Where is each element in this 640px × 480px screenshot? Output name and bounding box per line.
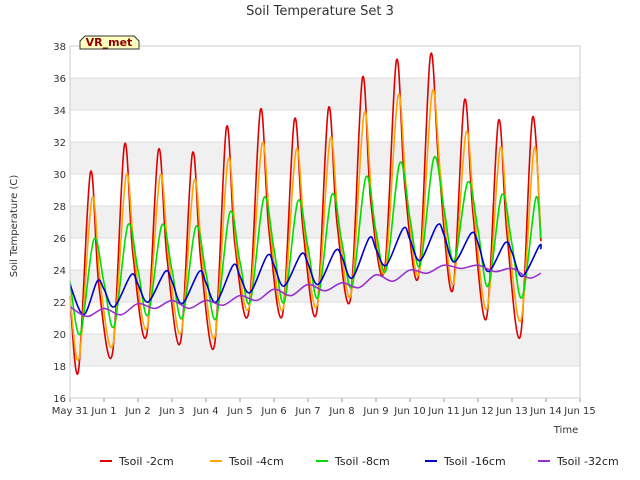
y-tick-label: 28 (53, 202, 66, 213)
y-tick-label: 22 (53, 298, 66, 309)
x-tick-label: Jun 14 (529, 406, 562, 417)
legend-label-tsoil-2cm: Tsoil -2cm (118, 455, 174, 468)
badge-label: VR_met (86, 36, 133, 49)
legend-label-tsoil-4cm: Tsoil -4cm (228, 455, 284, 468)
plot-band (70, 334, 580, 366)
x-tick-label: May 31 (52, 406, 89, 417)
y-tick-label: 24 (53, 266, 66, 277)
x-tick-label: Jun 7 (294, 406, 320, 417)
legend: Tsoil -2cm Tsoil -4cm Tsoil -8cm Tsoil -16c… (100, 455, 619, 468)
y-axis-title: Soil Temperature (C) (9, 175, 20, 278)
plot-band (70, 270, 580, 302)
x-tick-label: Jun 10 (393, 406, 426, 417)
y-tick-label: 20 (53, 330, 66, 341)
x-tick-label: Jun 15 (563, 406, 596, 417)
legend-label-tsoil-32cm: Tsoil -32cm (556, 455, 619, 468)
y-tick-label: 30 (53, 170, 66, 181)
x-tick-label: Jun 2 (124, 406, 150, 417)
plot-band (70, 78, 580, 110)
chart-title: Soil Temperature Set 3 (246, 4, 394, 19)
plot-frame (69, 45, 581, 399)
x-axis-ticks: May 31 Jun 1 Jun 2 Jun 3 Jun 4 Jun 5 Jun 6 Jun … (52, 398, 596, 417)
x-axis-title: Time (553, 425, 578, 436)
x-tick-label: Jun 4 (192, 406, 218, 417)
x-tick-label: Jun 5 (226, 406, 252, 417)
y-tick-label: 16 (53, 394, 66, 405)
x-tick-label: Jun 9 (362, 406, 388, 417)
x-tick-label: Jun 12 (461, 406, 494, 417)
series-lines (69, 52, 542, 375)
x-tick-label: Jun 6 (260, 406, 286, 417)
x-tick-label: Jun 3 (158, 406, 184, 417)
legend-label-tsoil-16cm: Tsoil -16cm (443, 455, 506, 468)
x-tick-label: Jun 1 (90, 406, 116, 417)
series-line-tsoil-8cm (69, 155, 542, 336)
badge-shape (79, 35, 140, 50)
series-line-tsoil-32cm (69, 264, 542, 318)
y-tick-label: 26 (53, 234, 66, 245)
x-tick-label: Jun 13 (495, 406, 528, 417)
x-tick-label: Jun 8 (328, 406, 354, 417)
x-tick-label: Jun 11 (427, 406, 460, 417)
y-tick-label: 32 (53, 138, 66, 149)
y-tick-label: 18 (53, 362, 66, 373)
y-tick-label: 38 (53, 42, 66, 53)
legend-label-tsoil-8cm: Tsoil -8cm (334, 455, 390, 468)
y-tick-label: 34 (53, 106, 66, 117)
series-line-tsoil-16cm (69, 223, 542, 316)
plot-background (70, 46, 580, 398)
station-badge: VR_met (79, 35, 140, 50)
y-axis-ticks: 16 18 20 22 24 26 28 30 32 34 36 38 (53, 42, 66, 405)
y-tick-label: 36 (53, 74, 66, 85)
